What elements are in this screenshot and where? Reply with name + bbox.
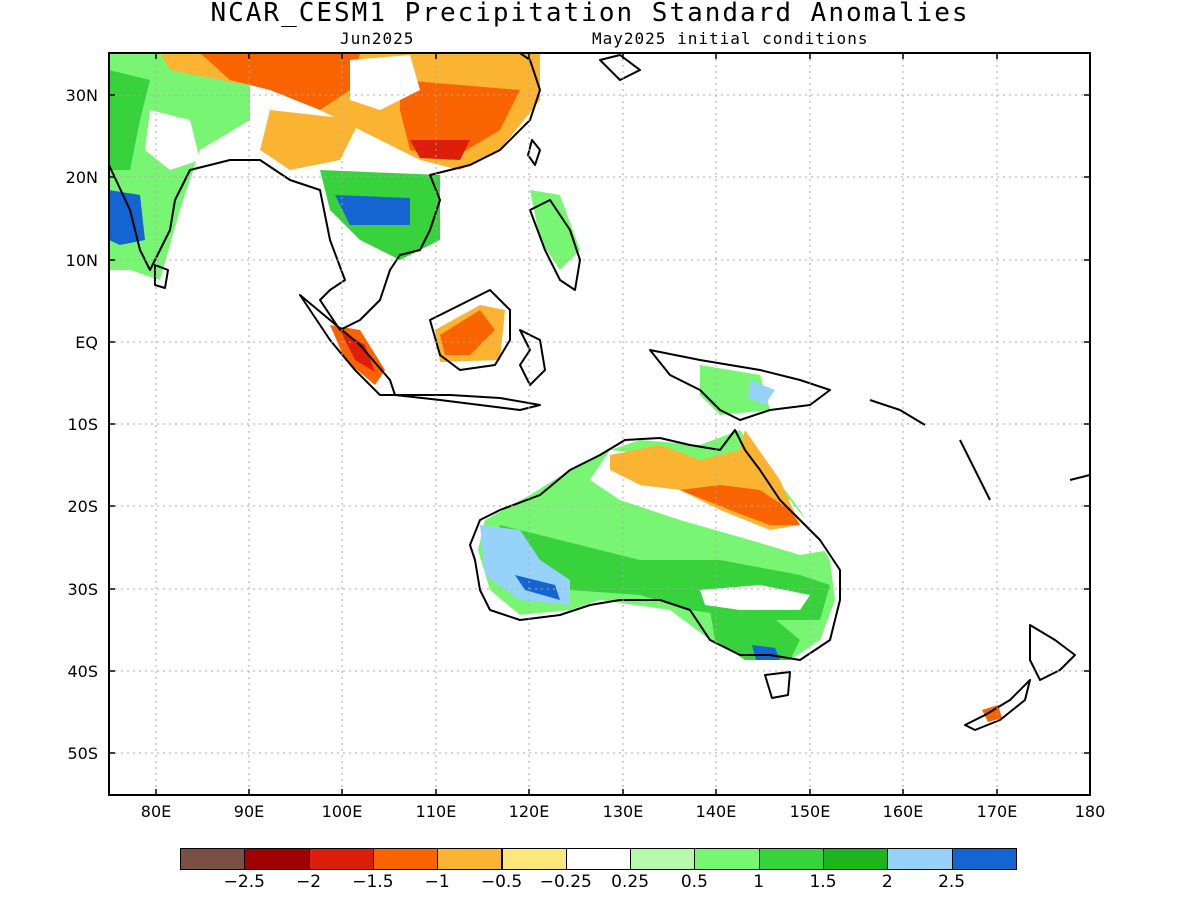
legend-swatch [244,848,310,870]
lat-label: EQ [75,333,98,352]
plot-frame [108,52,1091,796]
coastlines [109,53,1090,731]
anomaly-sumatra-red [340,330,375,372]
initial-conditions: May2025 initial conditions [592,29,869,48]
lon-label: 160E [882,802,924,821]
legend-swatch [437,848,503,870]
coastline-new-zealand-north [1029,624,1076,681]
legend-swatch [308,848,374,870]
anomaly-new-guinea-green [700,365,770,415]
coastline-japan [599,54,641,81]
lat-label: 10N [65,251,98,270]
anomaly-india-white [145,110,200,170]
anomaly-fields [109,53,1002,722]
lat-label: 30N [65,86,98,105]
anomaly-australia-white-south [700,585,810,610]
forecast-month: Jun2025 [340,29,415,48]
lon-label: 110E [415,802,457,821]
anomaly-china-dark-orange-1 [200,53,360,110]
legend-label: −1.5 [352,872,394,892]
lon-label: 120E [508,802,550,821]
anomaly-china-white [350,55,420,110]
anomaly-australia-dark-orange [680,485,800,525]
legend-swatch [630,848,696,870]
legend-label: 0.5 [680,872,708,892]
coastline-solomons [869,399,926,426]
legend-label: 2 [881,872,893,892]
legend-label: 1 [753,872,765,892]
legend-swatch [565,848,632,870]
lat-label: 20N [65,168,98,187]
lat-label: 40S [67,662,98,681]
coastline-sulawesi [519,329,546,386]
anomaly-new-zealand-orange [982,705,1002,722]
coastline-tasmania [764,671,791,699]
legend-swatch [823,848,889,870]
coastline-taiwan [527,139,541,166]
coastline-new-guinea [649,349,831,421]
anomaly-borneo-dark-orange [440,310,495,355]
anomaly-victoria-green [710,610,800,660]
lat-label: 30S [67,580,98,599]
legend-swatch [887,848,953,870]
legend-label: 1.5 [809,872,837,892]
gridlines [109,53,1090,795]
coastline-philippines [529,199,581,291]
lon-label: 100E [321,802,363,821]
coastline-new-zealand-south [964,679,1031,731]
coastline-sri-lanka [154,264,169,289]
lon-label: 130E [602,802,644,821]
legend-swatch [694,848,760,870]
legend-label: −0.5 [480,872,523,892]
legend-label: 0.25 [611,872,650,892]
legend-swatch [180,848,246,870]
lon-label: 170E [976,802,1018,821]
lat-label: 50S [67,744,98,763]
legend-label: 2.5 [938,872,966,892]
lon-label: 150E [789,802,831,821]
anomaly-philippines-green [530,190,580,270]
anomaly-australia-blue [515,575,560,600]
lat-label: 20S [67,497,98,516]
lon-label: 90E [233,802,265,821]
anomaly-indochina-blue [335,195,410,225]
legend-swatch [372,848,439,870]
lon-label: 180 [1074,802,1106,821]
ticks [109,53,1090,795]
legend-swatch [758,848,824,870]
lon-label: 140E [695,802,737,821]
anomaly-new-guinea-blue [748,380,775,405]
legend-swatch [501,848,567,870]
legend-label: −0.25 [539,872,592,892]
coastline-asia [109,53,541,331]
legend-label: −2 [296,872,322,892]
chart-title: NCAR_CESM1 Precipitation Standard Anomal… [210,0,970,28]
coastline-australia [469,429,841,661]
coastline-java [394,394,541,411]
anomaly-china-red [410,140,470,160]
coastline-vanuatu [959,439,991,501]
coastline-fiji [1069,474,1090,481]
anomaly-india-blue [109,190,145,245]
lat-label: 10S [67,415,98,434]
anomaly-tibet-orange [260,110,360,170]
legend-label: −1 [424,872,450,892]
legend-swatch [951,848,1017,870]
legend-label: −2.5 [223,872,265,892]
lon-label: 80E [140,802,172,821]
coastline-borneo [429,289,511,371]
